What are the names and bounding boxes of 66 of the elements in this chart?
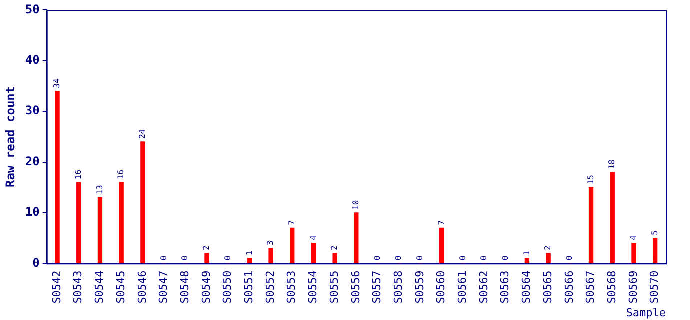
x-tick-label: S0545 (114, 270, 128, 304)
x-tick-label: S0542 (50, 270, 64, 304)
data-label: 16 (74, 170, 83, 180)
data-label: 34 (52, 78, 62, 88)
x-axis-title: Sample (626, 306, 666, 320)
x-tick-label: S0570 (648, 270, 662, 304)
x-tick-label: S0561 (456, 270, 470, 304)
x-tick-label: S0567 (584, 270, 598, 304)
x-tick-label: S0549 (200, 270, 213, 304)
data-label: 3 (266, 240, 276, 246)
x-tick-label: S0560 (434, 270, 448, 304)
x-tick-label: S0550 (221, 270, 234, 304)
data-label: 0 (458, 256, 468, 261)
data-label: 13 (95, 184, 104, 195)
data-label: 1 (522, 250, 532, 256)
x-tick-label: S0565 (541, 270, 554, 304)
y-tick-label: 20 (25, 154, 40, 168)
x-tick-label: S0552 (264, 270, 277, 304)
data-label: 7 (287, 220, 296, 226)
x-tick-label: S0569 (626, 270, 640, 304)
x-tick-label: S0547 (157, 270, 170, 304)
data-label: 7 (436, 220, 446, 226)
data-label: 2 (330, 246, 340, 251)
data-label: 4 (308, 235, 318, 240)
data-label: 18 (608, 160, 617, 170)
x-tick-label: S0544 (93, 270, 106, 304)
data-label: 2 (202, 246, 212, 251)
x-tick-label: S0557 (370, 270, 384, 304)
y-tick-label: 40 (25, 53, 40, 68)
x-tick-label: S0548 (178, 270, 192, 304)
x-tick-label: S0562 (477, 270, 490, 304)
x-tick-label: S0553 (285, 270, 298, 304)
data-label: 0 (480, 256, 489, 261)
data-label: 0 (500, 256, 510, 261)
x-tick-label: S0543 (72, 270, 85, 304)
x-tick-label: S0564 (520, 270, 534, 304)
data-label: 5 (650, 230, 660, 236)
data-label: 10 (352, 200, 361, 210)
y-tick-label: 50 (25, 2, 40, 16)
data-label: 0 (565, 256, 574, 261)
x-tick-label: S0546 (136, 270, 149, 304)
y-tick-label: 10 (25, 205, 40, 220)
data-label: 1 (244, 250, 254, 256)
x-tick-label: S0554 (306, 270, 320, 304)
data-label: 0 (159, 256, 168, 261)
x-tick-label: S0566 (562, 270, 576, 304)
data-label: 0 (372, 256, 382, 261)
y-tick-label: 30 (25, 104, 40, 118)
data-label: 2 (544, 246, 553, 251)
data-label: 0 (223, 256, 232, 261)
x-tick-label: S0551 (242, 270, 256, 304)
data-label: 0 (416, 256, 425, 261)
x-tick-label: S0559 (413, 270, 426, 304)
data-label: 16 (116, 170, 126, 180)
y-tick-label: 0 (32, 256, 40, 270)
x-tick-label: S0555 (328, 270, 341, 304)
data-label: 0 (180, 256, 190, 261)
x-tick-label: S0556 (349, 270, 362, 304)
x-tick-label: S0558 (392, 270, 405, 304)
data-label: 15 (586, 174, 596, 185)
data-label: 24 (138, 129, 147, 140)
data-label: 0 (394, 256, 404, 261)
y-axis-title: Raw read count (3, 86, 18, 188)
data-label: 4 (629, 235, 638, 240)
x-tick-label: S0563 (498, 270, 512, 304)
x-tick-label: S0568 (605, 270, 618, 304)
